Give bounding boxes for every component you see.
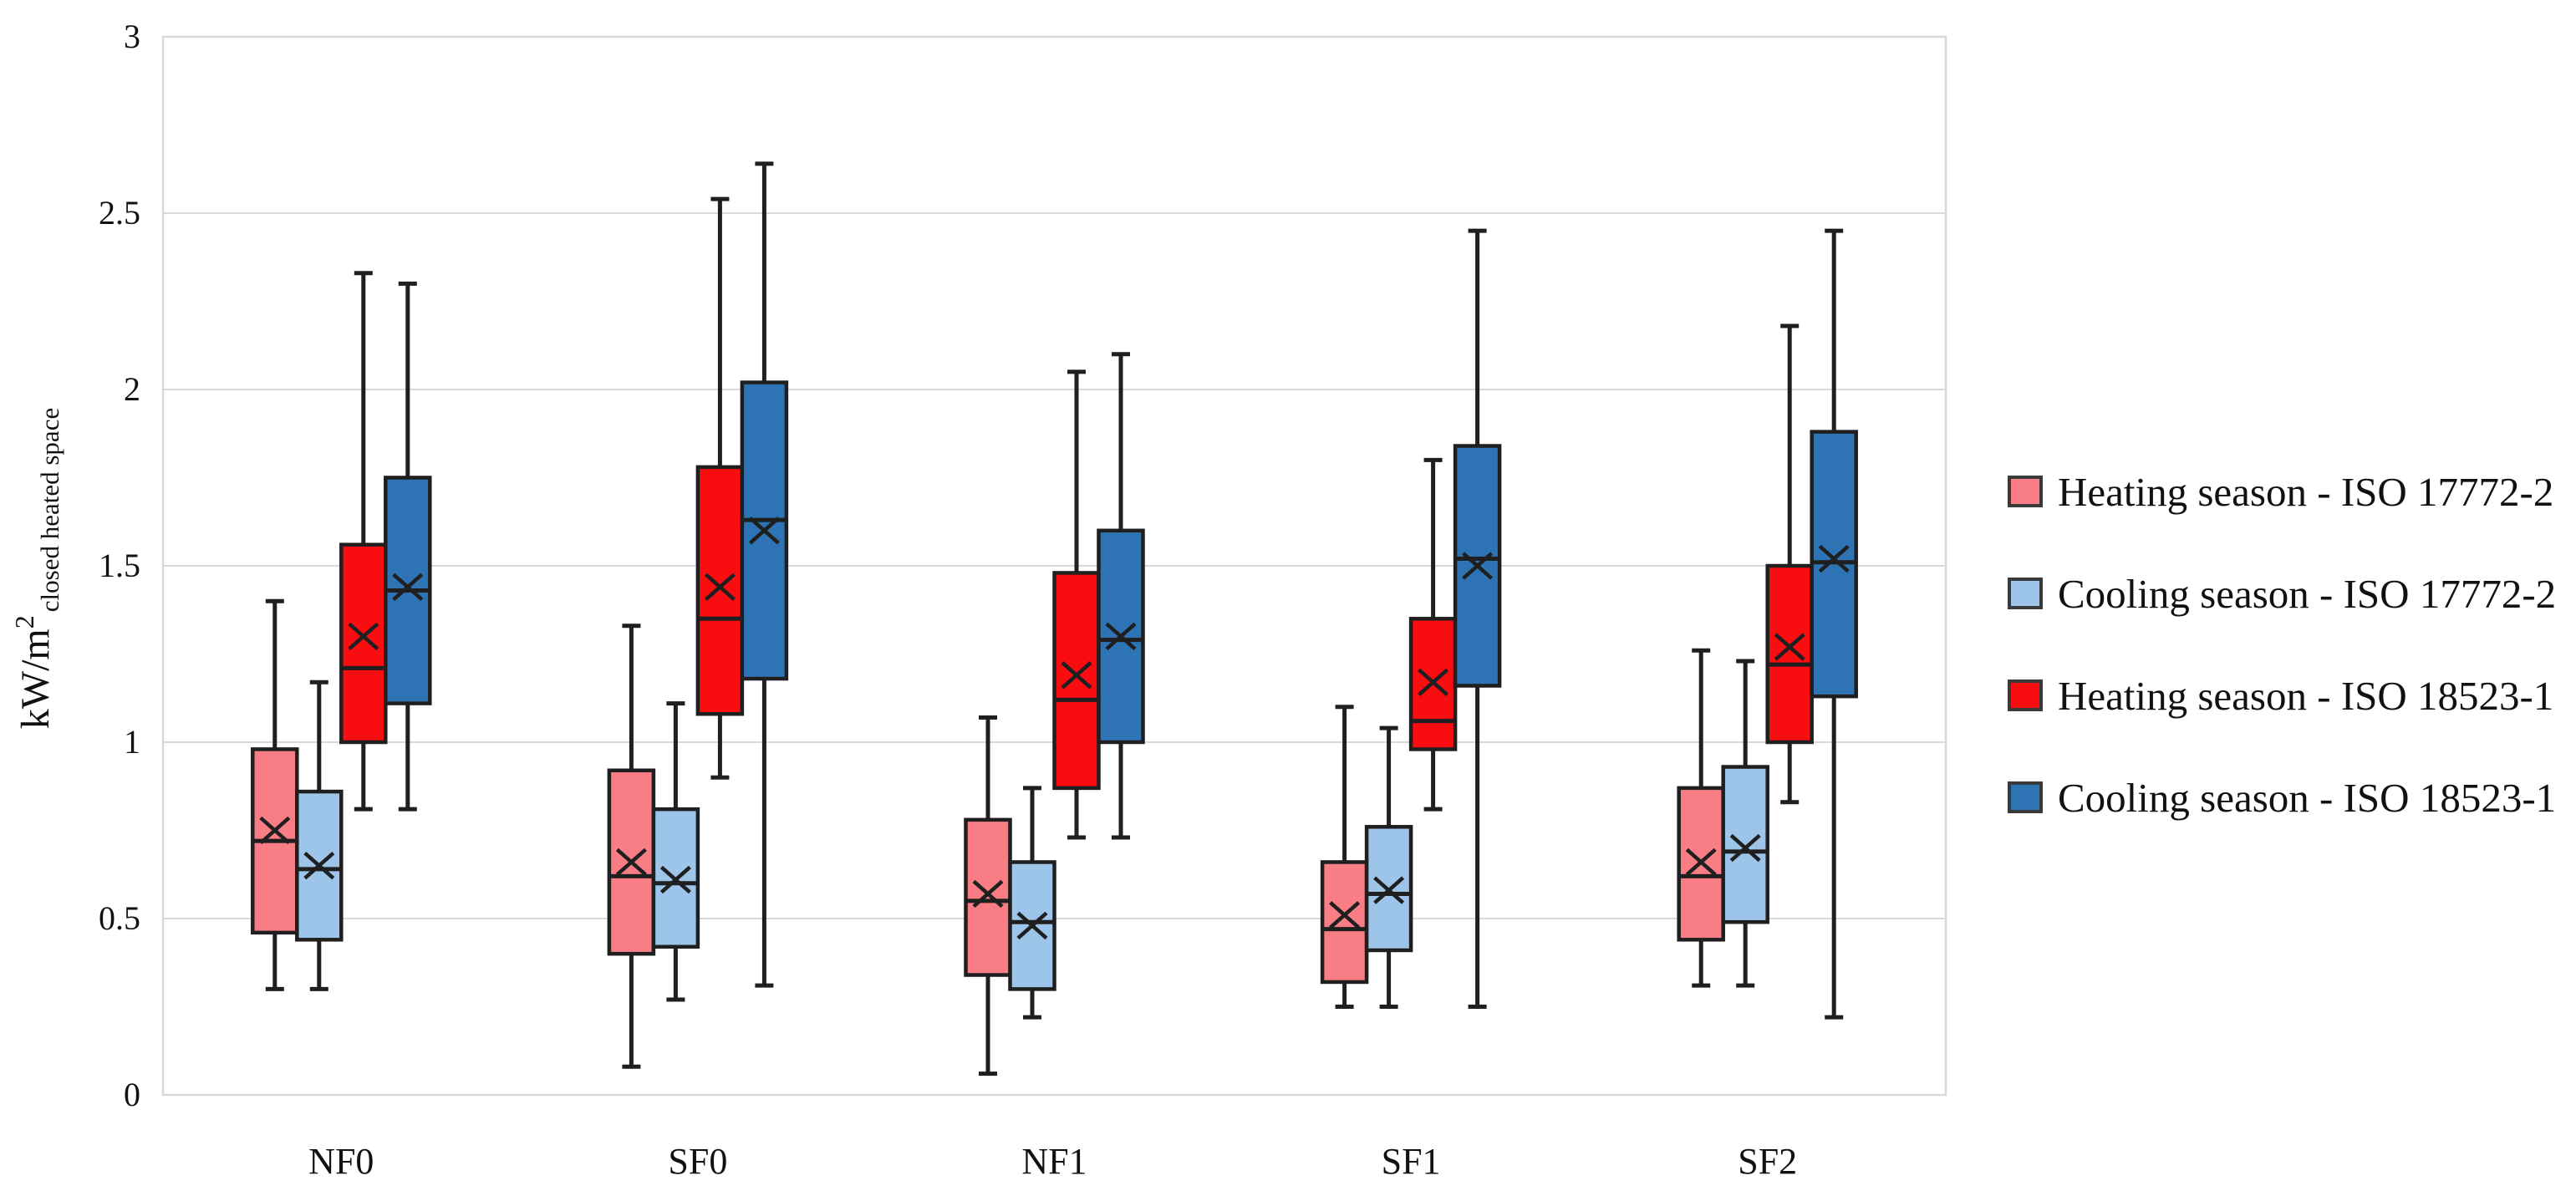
legend-item: Heating season - ISO 17772-2 (2008, 468, 2556, 515)
legend-swatch-heating-17772-icon (2008, 476, 2043, 507)
x-category-label: SF1 (1382, 1141, 1441, 1182)
mean-marker-icon (1418, 668, 1449, 696)
box-NF0-series1 (295, 679, 344, 991)
y-tick-label: 3 (124, 18, 140, 55)
box-NF1-series2 (1052, 369, 1101, 840)
y-axis-title: kW/m2closed heated space (9, 408, 64, 729)
box-SF0-series1 (651, 701, 700, 1002)
box-NF0-series0 (251, 598, 299, 991)
box-NF1-series1 (1008, 786, 1056, 1020)
y-tick-label: 0 (124, 1076, 140, 1113)
mean-marker-icon (1462, 552, 1494, 580)
mean-marker-icon (1016, 911, 1048, 940)
iqr-box (1320, 860, 1369, 985)
iqr-box (1097, 528, 1145, 745)
box-SF0-series2 (695, 196, 745, 780)
plot-frame (161, 35, 1947, 1097)
y-tick-label: 1 (124, 723, 140, 761)
box-SF1-series0 (1320, 705, 1369, 1009)
mean-marker-icon (259, 816, 291, 845)
legend-swatch-cooling-18523-icon (2008, 781, 2043, 813)
mean-marker-icon (704, 573, 736, 602)
iqr-box (1765, 563, 1814, 745)
iqr-box (295, 789, 344, 942)
iqr-box (651, 807, 700, 949)
mean-marker-icon (1818, 544, 1850, 573)
box-NF0-series3 (384, 281, 432, 812)
box-NF1-series3 (1097, 352, 1145, 840)
x-category-label: SF2 (1738, 1141, 1797, 1182)
mean-marker-icon (1729, 833, 1761, 863)
box-SF1-series1 (1364, 725, 1413, 1009)
legend-item: Cooling season - ISO 18523-1 (2008, 774, 2556, 821)
iqr-box (339, 542, 388, 745)
mean-marker-icon (972, 879, 1004, 909)
x-category-label: NF1 (1021, 1141, 1087, 1182)
box-NF0-series2 (339, 271, 388, 812)
box-SF2-series3 (1810, 228, 1858, 1020)
legend-label: Cooling season - ISO 17772-2 (2058, 570, 2557, 617)
box-SF0-series3 (740, 161, 789, 988)
legend: Heating season - ISO 17772-2 Cooling sea… (2008, 468, 2556, 876)
x-category-label: NF0 (308, 1141, 374, 1182)
y-tick-label: 1.5 (99, 547, 140, 584)
mean-marker-icon (1774, 633, 1805, 661)
box-SF2-series0 (1677, 648, 1725, 988)
iqr-box (695, 465, 745, 716)
mean-marker-icon (392, 573, 424, 602)
mean-marker-icon (1105, 622, 1137, 651)
iqr-box (1052, 571, 1101, 791)
box-SF2-series1 (1721, 659, 1769, 988)
iqr-box (1721, 765, 1769, 924)
box-SF0-series0 (607, 623, 656, 1069)
y-tick-label: 2 (124, 370, 140, 408)
mean-marker-icon (303, 852, 335, 880)
iqr-box (964, 817, 1012, 977)
mean-marker-icon (1061, 661, 1092, 690)
mean-marker-icon (615, 847, 647, 877)
legend-item: Cooling season - ISO 17772-2 (2008, 570, 2556, 617)
legend-item: Heating season - ISO 18523-1 (2008, 672, 2556, 719)
legend-label: Heating season - ISO 18523-1 (2058, 672, 2554, 719)
y-tick-label: 0.5 (99, 899, 140, 937)
box-NF1-series0 (964, 715, 1012, 1076)
legend-label: Heating season - ISO 17772-2 (2058, 468, 2554, 515)
mean-marker-icon (1373, 876, 1405, 904)
mean-marker-icon (748, 517, 780, 545)
legend-swatch-cooling-17772-icon (2008, 578, 2043, 609)
legend-swatch-heating-18523-icon (2008, 679, 2043, 711)
legend-label: Cooling season - ISO 18523-1 (2058, 774, 2557, 821)
mean-marker-icon (1329, 901, 1361, 929)
y-tick-label: 2.5 (99, 194, 140, 232)
box-SF1-series2 (1408, 457, 1458, 812)
mean-marker-icon (1685, 847, 1717, 877)
box-SF2-series2 (1765, 323, 1814, 805)
x-category-label: SF0 (668, 1141, 727, 1182)
box-SF1-series3 (1453, 228, 1502, 1009)
mean-marker-icon (659, 865, 691, 894)
mean-marker-icon (348, 622, 379, 651)
